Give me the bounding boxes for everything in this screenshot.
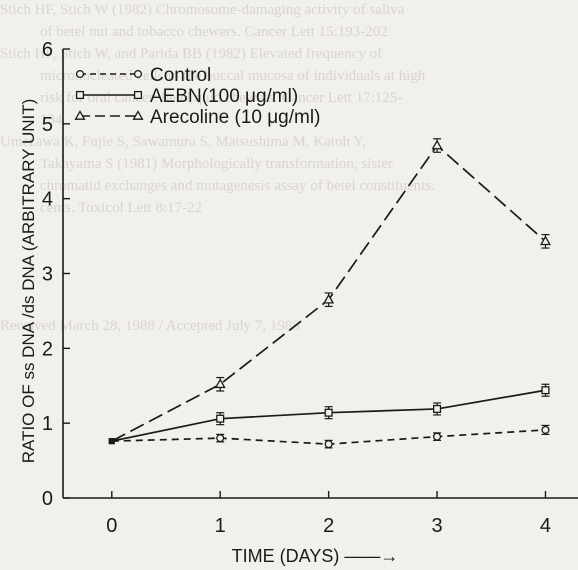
x-tick-labels: 0 1 2 3 4 [106, 515, 551, 537]
series-triangle [108, 138, 551, 445]
y-tick-label: 5 [42, 114, 53, 136]
x-tick-label: 4 [540, 515, 551, 537]
x-tick-label: 3 [431, 515, 442, 537]
data-point-triangle [323, 293, 335, 304]
data-point-square [541, 386, 550, 395]
y-tick-labels: 0 1 2 3 4 5 6 [42, 39, 53, 510]
series-square [108, 383, 550, 445]
legend-marker [133, 69, 143, 79]
x-tick-label: 0 [106, 515, 117, 537]
series-group [108, 138, 551, 449]
x-tick-label: 2 [323, 515, 334, 537]
data-point-circle [433, 432, 442, 441]
legend-marker [74, 110, 86, 120]
data-point-circle [324, 440, 333, 449]
legend-marker [133, 90, 143, 100]
y-axis-label: RATIO OF ss DNA /ds DNA (ARBITRARY UNIT) [19, 99, 38, 464]
y-tick-label: 4 [42, 189, 53, 211]
y-tick-label: 0 [42, 488, 53, 510]
legend-marker [132, 110, 144, 120]
data-point-triangle [214, 378, 226, 389]
data-point-square [324, 408, 333, 417]
y-tick-label: 2 [42, 338, 53, 360]
data-point-triangle [431, 139, 443, 150]
legend-label: Control [150, 65, 211, 86]
data-point-circle [541, 425, 550, 434]
y-tick-label: 3 [42, 264, 53, 286]
x-axis-label: TIME (DAYS) ——→ [232, 546, 399, 566]
x-tick-label: 1 [215, 515, 226, 537]
y-tick-label: 6 [42, 39, 53, 61]
legend-label: AEBN(100 μg/ml) [150, 86, 298, 107]
legend-label: Arecoline (10 μg/ml) [150, 107, 320, 128]
legend-marker [75, 90, 85, 100]
data-point-triangle [539, 235, 551, 246]
legend-marker [75, 69, 85, 79]
data-point-square [433, 404, 442, 413]
axes [62, 48, 578, 499]
y-tick-label: 1 [42, 413, 53, 435]
data-point-circle [216, 434, 225, 443]
data-point-square [216, 414, 225, 423]
data-point-origin [108, 438, 115, 445]
